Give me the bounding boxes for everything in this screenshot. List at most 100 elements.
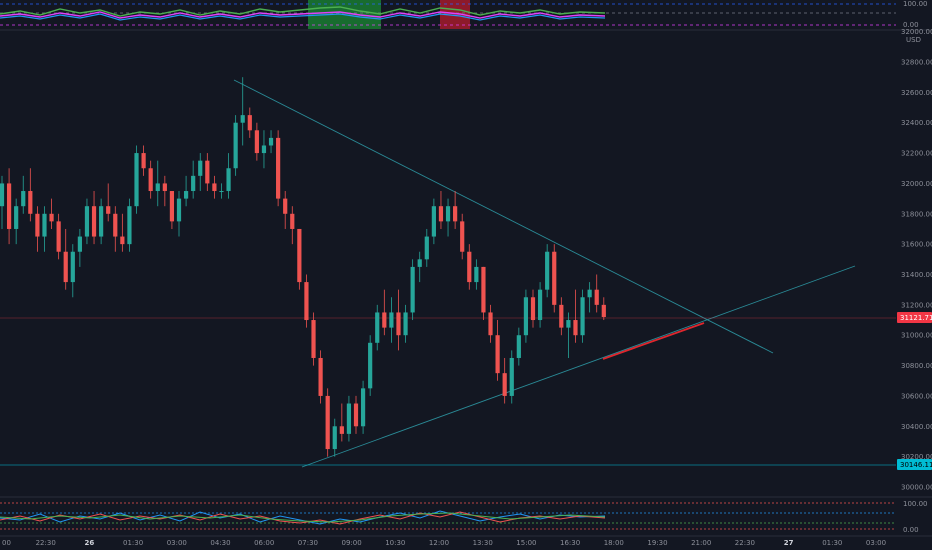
candle[interactable] <box>56 213 61 260</box>
candle[interactable] <box>368 335 373 396</box>
candle[interactable] <box>410 259 415 321</box>
candle[interactable] <box>375 304 380 351</box>
candle[interactable] <box>601 297 606 321</box>
candle[interactable] <box>261 130 267 169</box>
candle[interactable] <box>594 274 599 313</box>
candle[interactable] <box>77 228 82 267</box>
candle[interactable] <box>113 206 118 252</box>
price-pane[interactable]: 32000.00 USD 32800.00 32600.00 32400.00 322… <box>0 28 932 498</box>
candle[interactable] <box>283 191 288 229</box>
candle-body-up <box>368 342 373 389</box>
candle[interactable] <box>148 160 153 199</box>
candle[interactable] <box>42 206 47 252</box>
candle[interactable] <box>523 289 529 343</box>
candle-body-down <box>460 221 465 252</box>
time-axis-label: 04:30 <box>210 539 230 547</box>
candle[interactable] <box>545 244 550 298</box>
candle[interactable] <box>346 395 352 442</box>
candle[interactable] <box>325 388 330 457</box>
time-axis[interactable]: 00 22:30 26 01:30 03:00 04:30 06:00 07:30 09:00 1… <box>2 539 886 547</box>
candle[interactable] <box>134 145 139 214</box>
candle[interactable] <box>162 175 167 207</box>
candle[interactable] <box>169 191 175 229</box>
candle[interactable] <box>502 357 507 404</box>
candle[interactable] <box>537 282 543 328</box>
candle[interactable] <box>488 304 493 343</box>
candle[interactable] <box>21 175 26 214</box>
candle[interactable] <box>290 206 295 245</box>
candle[interactable] <box>332 418 337 457</box>
candle[interactable] <box>49 198 54 229</box>
candle[interactable] <box>460 213 465 260</box>
candle[interactable] <box>453 191 458 229</box>
candle[interactable] <box>360 380 366 434</box>
top-indicator-blue-line <box>0 13 606 21</box>
candle[interactable] <box>382 289 387 336</box>
candle[interactable] <box>219 183 224 199</box>
candle[interactable] <box>481 266 486 321</box>
candle[interactable] <box>573 289 578 343</box>
candle[interactable] <box>339 403 344 442</box>
candle[interactable] <box>0 175 5 229</box>
candle[interactable] <box>566 312 571 358</box>
candle[interactable] <box>509 350 514 404</box>
candlestick-series[interactable] <box>0 77 606 457</box>
candle[interactable] <box>247 107 252 138</box>
candle[interactable] <box>318 350 323 404</box>
candle[interactable] <box>176 191 182 237</box>
candle[interactable] <box>198 153 203 192</box>
candle[interactable] <box>99 198 104 245</box>
candle[interactable] <box>35 206 40 252</box>
candle[interactable] <box>431 198 436 245</box>
candle[interactable] <box>389 297 394 343</box>
candle[interactable] <box>403 304 408 343</box>
candle[interactable] <box>233 115 238 176</box>
candle[interactable] <box>212 175 217 199</box>
candle[interactable] <box>120 213 125 252</box>
candle[interactable] <box>106 183 111 222</box>
candle[interactable] <box>424 228 429 267</box>
candle[interactable] <box>311 312 316 366</box>
candle[interactable] <box>467 244 472 290</box>
candle[interactable] <box>141 145 146 176</box>
price-axis[interactable]: 32800.00 32600.00 32400.00 32200.00 32000.00… <box>901 59 932 492</box>
candle[interactable] <box>205 153 210 192</box>
candle[interactable] <box>14 198 19 245</box>
candle-body-up <box>509 357 514 396</box>
candle[interactable] <box>587 282 592 313</box>
candle[interactable] <box>84 198 90 245</box>
candle[interactable] <box>552 244 557 313</box>
candle[interactable] <box>127 198 132 252</box>
candle[interactable] <box>28 168 33 222</box>
candle[interactable] <box>530 289 536 328</box>
candle[interactable] <box>155 160 160 207</box>
candle[interactable] <box>445 198 451 237</box>
candle[interactable] <box>474 259 479 290</box>
candle[interactable] <box>304 274 309 328</box>
candle[interactable] <box>268 130 274 154</box>
candle[interactable] <box>417 251 422 283</box>
candle[interactable] <box>495 320 500 381</box>
candle[interactable] <box>191 160 196 199</box>
candle[interactable] <box>226 153 231 199</box>
candle[interactable] <box>580 289 585 343</box>
candle[interactable] <box>254 122 259 161</box>
candle[interactable] <box>396 289 401 351</box>
candle[interactable] <box>91 191 97 245</box>
candle[interactable] <box>6 168 12 245</box>
candle[interactable] <box>183 175 189 207</box>
candle[interactable] <box>297 228 302 290</box>
candle[interactable] <box>63 228 68 290</box>
candle[interactable] <box>276 130 281 207</box>
price-axis-label: 31600.00 <box>901 241 932 249</box>
candle[interactable] <box>353 395 359 434</box>
candle[interactable] <box>438 191 444 229</box>
candle[interactable] <box>70 244 75 298</box>
time-axis-label: 16:30 <box>560 539 580 547</box>
candle[interactable] <box>516 327 521 366</box>
candle[interactable] <box>240 77 245 146</box>
candle[interactable] <box>559 297 564 336</box>
candle-body-down <box>6 183 12 229</box>
